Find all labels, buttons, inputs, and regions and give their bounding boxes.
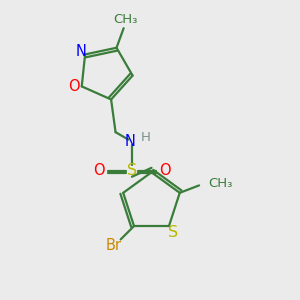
Text: Br: Br: [106, 238, 122, 253]
Text: N: N: [75, 44, 86, 59]
Text: CH₃: CH₃: [208, 177, 232, 190]
Text: O: O: [93, 163, 104, 178]
Text: S: S: [127, 163, 137, 178]
Text: N: N: [125, 134, 136, 148]
Text: S: S: [168, 225, 178, 240]
Text: O: O: [68, 79, 80, 94]
Text: H: H: [140, 131, 150, 144]
Text: O: O: [159, 163, 171, 178]
Text: CH₃: CH₃: [113, 14, 137, 26]
